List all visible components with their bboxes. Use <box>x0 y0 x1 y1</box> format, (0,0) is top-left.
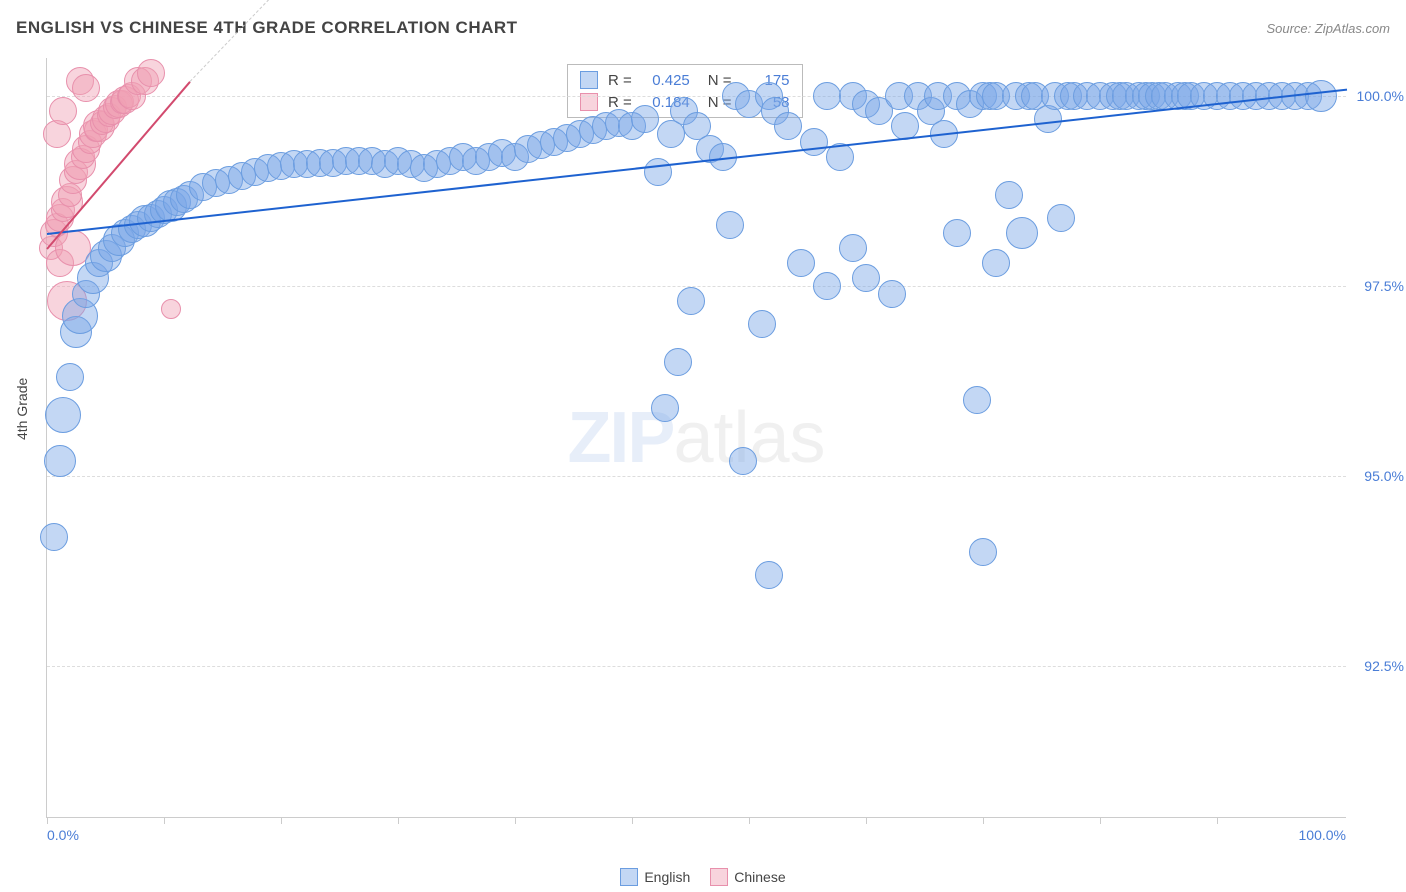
ytick-label: 100.0% <box>1357 88 1404 104</box>
english-point <box>644 158 672 186</box>
xtick <box>749 817 750 824</box>
xtick <box>398 817 399 824</box>
xtick-label: 0.0% <box>47 827 79 843</box>
english-point <box>774 112 802 140</box>
english-point <box>800 128 828 156</box>
xtick <box>1100 817 1101 824</box>
xtick <box>1217 817 1218 824</box>
xtick <box>983 817 984 824</box>
english-point <box>755 561 783 589</box>
xtick <box>47 817 48 824</box>
gridline <box>47 666 1346 667</box>
chinese-point <box>49 97 77 125</box>
legend-label: English <box>644 869 690 885</box>
english-point <box>729 447 757 475</box>
gridline <box>47 286 1346 287</box>
source-label: Source: ZipAtlas.com <box>1266 21 1390 36</box>
ytick-label: 92.5% <box>1364 658 1404 674</box>
english-point <box>748 310 776 338</box>
english-point <box>664 348 692 376</box>
legend: English Chinese <box>0 868 1406 886</box>
english-point <box>839 234 867 262</box>
xtick-label: 100.0% <box>1299 827 1346 843</box>
english-point <box>995 181 1023 209</box>
xtick <box>632 817 633 824</box>
english-point <box>56 363 84 391</box>
english-point <box>1047 204 1075 232</box>
chinese-point <box>72 74 100 102</box>
english-point <box>943 219 971 247</box>
y-axis-label: 4th Grade <box>14 378 30 440</box>
english-point <box>1006 217 1038 249</box>
xtick <box>866 817 867 824</box>
legend-swatch-chinese <box>710 868 728 886</box>
english-point <box>982 249 1010 277</box>
legend-item-english: English <box>620 868 690 886</box>
english-point <box>963 386 991 414</box>
english-point <box>813 272 841 300</box>
english-point <box>969 538 997 566</box>
english-point <box>631 105 659 133</box>
english-point <box>677 287 705 315</box>
ytick-label: 95.0% <box>1364 468 1404 484</box>
ytick-label: 97.5% <box>1364 278 1404 294</box>
english-point <box>813 82 841 110</box>
english-point <box>787 249 815 277</box>
chinese-point <box>137 59 165 87</box>
watermark: ZIPatlas <box>567 397 825 479</box>
xtick <box>164 817 165 824</box>
trend-line-dash <box>190 0 308 82</box>
english-point <box>651 394 679 422</box>
stat-r-label: R = <box>608 72 632 89</box>
english-point <box>45 397 81 433</box>
chart-plot-area: ZIPatlas R =0.425N =175R =0.184N =58 100… <box>46 58 1346 818</box>
chinese-point <box>161 299 181 319</box>
xtick <box>281 817 282 824</box>
english-point <box>40 523 68 551</box>
legend-item-chinese: Chinese <box>710 868 785 886</box>
gridline <box>47 476 1346 477</box>
swatch-english <box>580 71 598 89</box>
english-point <box>1305 80 1337 112</box>
english-point <box>716 211 744 239</box>
chart-title: ENGLISH VS CHINESE 4TH GRADE CORRELATION… <box>16 18 518 38</box>
legend-swatch-english <box>620 868 638 886</box>
english-point <box>852 264 880 292</box>
english-point <box>878 280 906 308</box>
english-point <box>44 445 76 477</box>
legend-label: Chinese <box>734 869 785 885</box>
xtick <box>515 817 516 824</box>
stat-r-value: 0.425 <box>642 72 690 89</box>
